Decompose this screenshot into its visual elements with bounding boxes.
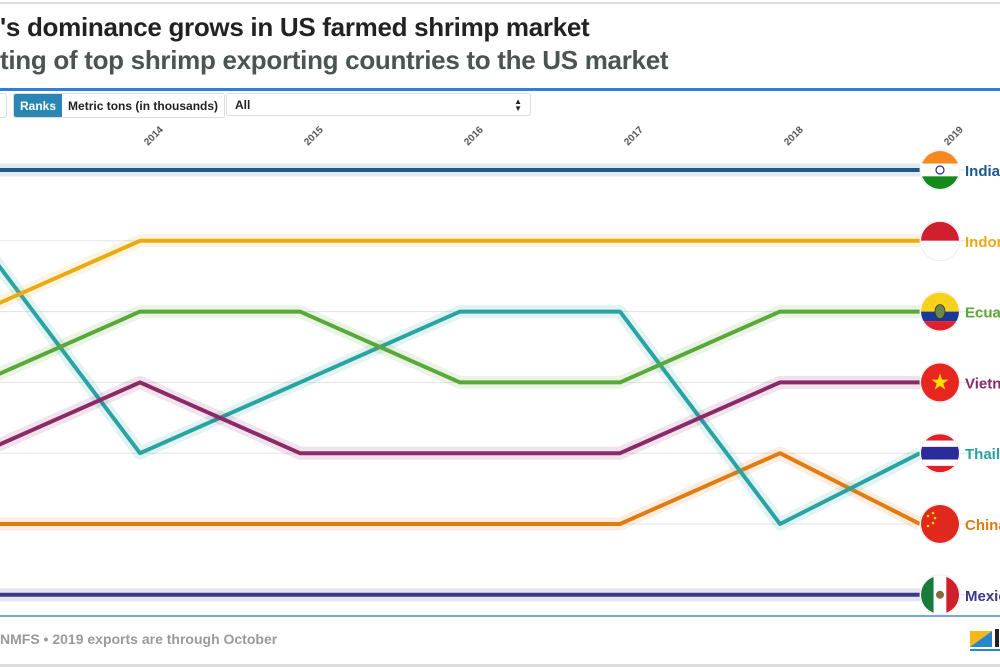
band xyxy=(921,575,934,614)
footer-divider xyxy=(0,615,1000,617)
select-arrows-icon: ▲ ▼ xyxy=(514,96,522,113)
band xyxy=(946,575,959,614)
band xyxy=(921,240,959,260)
band xyxy=(921,163,959,177)
star xyxy=(931,511,935,515)
star xyxy=(931,521,935,525)
series-label-thailand: Thailand xyxy=(965,446,1000,463)
x-tick-label-2016: 2016 xyxy=(462,124,486,148)
country-filter-select[interactable]: All ▲ ▼ xyxy=(226,93,531,116)
band xyxy=(921,446,959,460)
series-line-indonesia xyxy=(0,238,920,305)
series-line-thailand xyxy=(0,264,921,526)
emblem xyxy=(936,590,944,599)
series-halo-indonesia xyxy=(0,234,920,310)
x-tick-label-2017: 2017 xyxy=(622,124,646,148)
star xyxy=(926,524,930,528)
chakra xyxy=(935,165,945,175)
series-label-vietnam: Vietnam xyxy=(965,375,1000,392)
vietnam-flag-icon xyxy=(921,363,959,402)
metric-tons-button[interactable]: Metric tons (in thousands) xyxy=(62,94,225,117)
series-halo-china xyxy=(0,446,923,531)
band xyxy=(921,221,959,241)
mexico-flag-icon xyxy=(921,575,959,614)
series-label-mexico: Mexico xyxy=(965,588,1000,605)
band xyxy=(921,176,959,189)
publisher-logo-icon xyxy=(970,629,1000,651)
series-label-india: India xyxy=(965,163,1000,180)
x-tick-label-2014: 2014 xyxy=(142,124,166,148)
select-value: All xyxy=(235,97,251,112)
china-flag-icon xyxy=(921,505,959,543)
band xyxy=(921,292,959,312)
top-border xyxy=(0,2,1000,4)
thailand-flag-icon xyxy=(921,434,959,473)
india-flag-icon xyxy=(921,151,959,189)
band xyxy=(921,151,959,164)
star xyxy=(926,514,930,518)
mode-toggle[interactable]: Ranks Metric tons (in thousands) xyxy=(13,93,226,118)
series-label-ecuador: Ecuador xyxy=(965,305,1000,322)
series-line-ecuador xyxy=(0,309,920,385)
ranks-button[interactable]: Ranks xyxy=(14,94,63,117)
bottom-border xyxy=(0,664,1000,667)
series-line-china xyxy=(0,451,921,526)
band xyxy=(921,321,959,331)
series-label-indonesia: Indonesia xyxy=(965,234,1000,251)
x-tick-label-2018: 2018 xyxy=(782,124,806,148)
control-partial[interactable] xyxy=(0,93,7,118)
x-tick-label-2015: 2015 xyxy=(302,124,326,148)
header-divider xyxy=(0,88,1000,91)
indonesia-flag-icon xyxy=(921,221,959,260)
band xyxy=(921,505,959,543)
star xyxy=(933,516,937,520)
series-line-vietnam xyxy=(0,380,920,456)
chart-subtitle: ting of top shrimp exporting countries t… xyxy=(0,45,669,75)
x-tick-label-2019: 2019 xyxy=(942,124,966,148)
chart-title: 's dominance grows in US farmed shrimp m… xyxy=(0,12,590,42)
coat-of-arms xyxy=(934,304,946,320)
source-note: NMFS • 2019 exports are through October xyxy=(0,631,278,647)
star xyxy=(931,373,949,390)
ecuador-flag-icon xyxy=(921,292,959,331)
series-label-china: China xyxy=(965,517,1000,534)
series-halo-ecuador xyxy=(0,305,920,389)
